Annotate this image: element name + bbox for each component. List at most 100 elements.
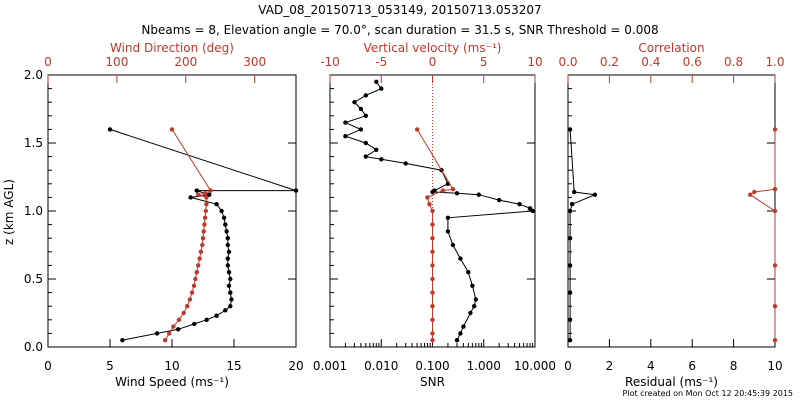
snr-red-point: [430, 338, 435, 343]
wind-black-point: [225, 242, 230, 248]
snr-black-point: [466, 270, 471, 275]
wind-red-point: [162, 338, 168, 343]
residual-black-point: [567, 290, 573, 295]
residual-black-point: [592, 192, 598, 197]
snr-red-point: [430, 263, 435, 268]
snr-black-point: [497, 197, 502, 203]
wind-black-point: [224, 229, 229, 234]
wind-red-point: [204, 202, 209, 207]
snr-black-point: [458, 256, 463, 261]
snr-black-point: [374, 79, 379, 85]
snr-xtick-label-0-010: 0.010: [364, 359, 398, 373]
wind-black-point: [214, 202, 219, 207]
snr-black-point: [527, 206, 533, 211]
residual-black-series-line: [569, 129, 597, 341]
wind-top-axis-label: Wind Direction (deg): [110, 41, 234, 55]
wind-xtick-label-15: 15: [226, 359, 241, 373]
wind-red-point: [169, 127, 175, 132]
wind-black-point: [176, 327, 181, 332]
wind-black-point: [154, 331, 160, 336]
snr-top-axis-label: Vertical velocity (ms⁻¹): [364, 41, 502, 55]
wind-red-point: [181, 310, 186, 316]
wind-black-point: [226, 249, 232, 254]
wind-black-point: [214, 313, 219, 318]
snr-black-point: [517, 202, 522, 207]
ytick-label-0-5: 0.5: [24, 272, 43, 286]
wind-red-point: [194, 270, 199, 275]
residual-black-point: [567, 236, 573, 241]
wind-xtick-label-10: 10: [164, 359, 179, 373]
residual-xtick-label-10: 10: [767, 359, 782, 373]
wind-black-point: [221, 215, 227, 220]
snr-black-point: [379, 86, 384, 91]
snr-red-point: [430, 249, 435, 254]
wind-red-point: [200, 236, 206, 241]
wind-black-point: [228, 304, 233, 309]
footer-timestamp: Plot created on Mon Oct 12 20:45:39 2015: [623, 389, 793, 398]
wind-red-point: [187, 297, 193, 302]
residual-red-point: [772, 304, 778, 309]
residual-top-tick-label-0-0: 0.0: [558, 55, 577, 69]
wind-black-point: [192, 321, 197, 327]
residual-red-point: [772, 127, 778, 132]
wind-black-point: [225, 256, 230, 261]
snr-xtick-label-1-000: 1.000: [467, 359, 501, 373]
snr-black-point: [363, 113, 368, 119]
residual-black-point: [567, 317, 573, 322]
wind-red-point: [202, 215, 208, 220]
wind-black-point: [229, 297, 234, 302]
snr-black-series-line: [344, 81, 534, 341]
snr-panel: 0.001 0.010 0.100 1.000 10.000 SNR -10 -5 0 5 10 Ve…: [313, 41, 556, 389]
snr-red-point: [430, 290, 435, 295]
snr-bottom-axis-label: SNR: [420, 375, 445, 389]
wind-top-tick-label-100: 100: [105, 55, 128, 69]
snr-red-point: [440, 188, 445, 193]
residual-red-point: [772, 187, 778, 192]
snr-top-tick-label-10: -10: [320, 55, 340, 69]
wind-black-point: [223, 308, 228, 313]
snr-black-point: [445, 215, 451, 220]
snr-top-tick-label-5: 5: [480, 55, 488, 69]
residual-red-series-line: [749, 129, 776, 341]
wind-black-point: [107, 127, 113, 132]
wind-red-point: [191, 283, 197, 288]
snr-red-point: [430, 208, 435, 214]
residual-top-tick-label-0-4: 0.4: [641, 55, 660, 69]
snr-xtick-label-0-100: 0.100: [415, 359, 449, 373]
wind-black-point: [120, 338, 125, 343]
snr-black-point: [363, 140, 368, 146]
snr-black-point: [363, 93, 368, 98]
snr-black-point: [476, 192, 481, 197]
snr-black-point: [403, 161, 408, 166]
residual-top-tick-label-0-8: 0.8: [724, 55, 743, 69]
wind-red-point: [203, 208, 208, 214]
residual-xtick-label-0: 0: [564, 359, 572, 373]
wind-red-point: [202, 191, 208, 196]
snr-xtick-label-0-001: 0.001: [313, 359, 347, 373]
ytick-label-0-0: 0.0: [24, 340, 43, 354]
snr-black-point: [458, 331, 463, 336]
snr-red-point: [414, 127, 420, 132]
wind-frame: [47, 74, 297, 348]
wind-black-point: [207, 192, 212, 197]
residual-black-point: [567, 338, 573, 343]
snr-top-tick-label-0: 0: [429, 55, 437, 69]
title-line-2: Nbeams = 8, Elevation angle = 70.0°, sca…: [141, 23, 658, 37]
residual-xtick-label-6: 6: [688, 359, 696, 373]
wind-black-point: [194, 188, 199, 193]
residual-top-tick-label-0-2: 0.2: [600, 55, 619, 69]
residual-black-point: [567, 263, 573, 268]
wind-red-point: [202, 222, 207, 227]
wind-black-point: [228, 276, 233, 282]
residual-red-point: [772, 208, 778, 214]
snr-black-point: [468, 310, 473, 316]
snr-xtick-label-10-000: 10.000: [514, 359, 556, 373]
wind-black-point: [293, 188, 299, 193]
snr-black-point: [358, 106, 364, 112]
wind-red-point: [198, 249, 204, 254]
residual-xtick-label-4: 4: [647, 359, 655, 373]
snr-black-point: [454, 338, 460, 343]
snr-red-series-line: [416, 129, 454, 341]
wind-red-point: [196, 263, 201, 268]
